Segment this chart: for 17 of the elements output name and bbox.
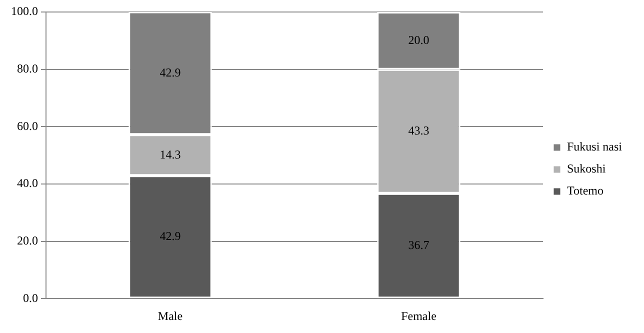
y-tick-label: 80.0 (17, 61, 38, 76)
data-label: 36.7 (408, 238, 430, 252)
y-tick-label: 0.0 (23, 290, 38, 305)
x-tick-label: Male (158, 308, 183, 323)
y-tick-label: 20.0 (17, 233, 38, 248)
legend-label: Fukusi nasi (566, 140, 623, 154)
data-label: 43.3 (408, 124, 430, 138)
y-tick-label: 60.0 (17, 118, 38, 133)
legend-label: Sukoshi (566, 162, 606, 176)
x-tick-label: Female (401, 308, 436, 323)
y-tick-label: 100.0 (11, 4, 38, 18)
y-tick-label: 40.0 (17, 176, 38, 190)
data-label: 42.9 (160, 229, 181, 244)
data-label: 14.3 (160, 147, 181, 162)
legend-label: Totemo (566, 184, 604, 198)
data-label: 20.0 (408, 32, 430, 47)
data-label: 42.9 (160, 65, 181, 80)
